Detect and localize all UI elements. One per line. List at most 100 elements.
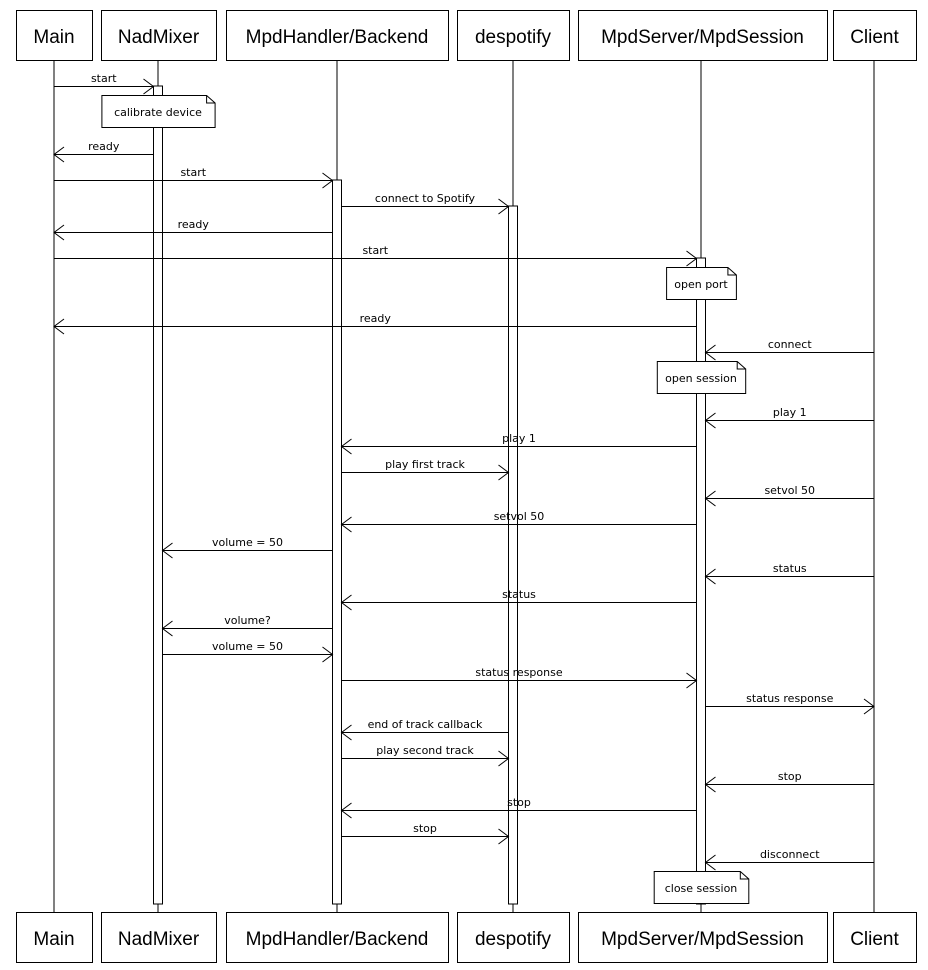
participant-label: MpdServer/MpdSession [601,929,804,950]
note-box [653,871,750,904]
message-start: start [54,244,698,267]
activation-bar-nadmixer [153,85,163,905]
message-label: start [180,166,206,179]
arrowhead-icon [322,646,334,663]
arrowhead-icon [686,672,698,689]
participant-box [226,912,449,963]
note-label: calibrate device [114,106,202,119]
message-label: ready [88,140,120,153]
participant-label: MpdServer/MpdSession [601,27,804,48]
arrowhead-icon [704,854,716,871]
participant-box [457,10,570,61]
activation-bar-mpdserver [696,257,706,905]
message-status: status [704,562,874,585]
participant-client-bottom: Client [833,912,917,963]
message-label: play second track [376,744,474,757]
message-ready: ready [53,312,697,335]
message-play-1: play 1 [340,432,697,455]
participant-box [101,10,217,61]
participant-main-top: Main [16,10,93,61]
participant-label: despotify [475,929,552,950]
participant-box [833,912,917,963]
message-label: connect [768,338,813,351]
arrowhead-icon [498,828,510,845]
note-label: open session [665,372,737,385]
note-box [656,361,747,394]
participant-box [226,10,449,61]
message-volume-: volume? [161,614,333,637]
participant-label: MpdHandler/Backend [246,27,429,48]
arrowhead-icon [863,698,875,715]
participant-box [101,912,217,963]
note-open-port: open port [666,267,737,300]
participant-mpdserver-top: MpdServer/MpdSession [578,10,828,61]
participant-box [578,10,828,61]
message-label: status response [475,666,562,679]
message-label: status response [746,692,833,705]
participant-backend-bottom: MpdHandler/Backend [226,912,449,963]
message-label: play 1 [502,432,536,445]
message-label: ready [360,312,392,325]
message-label: volume = 50 [212,536,283,549]
arrowhead-icon [704,490,716,507]
arrowhead-icon [686,250,698,267]
participant-label: NadMixer [118,27,200,48]
message-start: start [54,166,334,189]
message-setvol-50: setvol 50 [340,510,697,533]
message-label: volume? [224,614,271,627]
participant-label: Main [33,27,74,48]
arrowhead-icon [143,78,155,95]
arrowhead-icon [498,750,510,767]
message-status: status [340,588,697,611]
participant-box [457,912,570,963]
arrowhead-icon [161,542,173,559]
participant-client-top: Client [833,10,917,61]
note-fold-icon [206,95,216,104]
arrowhead-icon [340,594,352,611]
message-label: status [502,588,536,601]
message-label: start [91,72,117,85]
message-stop: stop [341,822,510,845]
message-label: volume = 50 [212,640,283,653]
arrowhead-icon [498,464,510,481]
activation-bar-backend [332,179,342,905]
participant-label: Client [850,27,899,48]
arrowhead-icon [53,224,65,241]
participant-label: NadMixer [118,929,200,950]
message-label: play 1 [773,406,807,419]
activation-bar-despotify [508,205,518,905]
arrowhead-icon [340,802,352,819]
participant-nadmixer-top: NadMixer [101,10,217,61]
note-box [101,95,216,128]
arrowhead-icon [340,516,352,533]
message-label: stop [778,770,802,783]
note-fold-icon [739,871,749,880]
message-play-1: play 1 [704,406,874,429]
message-label: start [362,244,388,257]
message-ready: ready [53,218,333,241]
message-label: stop [413,822,437,835]
message-play-second-track: play second track [341,744,510,767]
message-stop: stop [704,770,874,793]
message-status-response: status response [705,692,875,715]
participant-despotify-bottom: despotify [457,912,570,963]
note-label: open port [674,278,728,291]
message-connect-to-spotify: connect to Spotify [341,192,510,215]
participant-label: Main [33,929,74,950]
note-label: close session [665,882,738,895]
participant-box [833,10,917,61]
participant-label: MpdHandler/Backend [246,929,429,950]
arrowhead-icon [704,344,716,361]
participant-nadmixer-bottom: NadMixer [101,912,217,963]
message-label: stop [507,796,531,809]
arrowhead-icon [322,172,334,189]
arrowhead-icon [498,198,510,215]
message-label: play first track [385,458,465,471]
arrowhead-icon [161,620,173,637]
message-ready: ready [53,140,154,163]
note-calibrate-device: calibrate device [101,95,216,128]
arrowhead-icon [704,776,716,793]
note-open-session: open session [656,361,747,394]
participant-box [578,912,828,963]
arrowhead-icon [53,146,65,163]
